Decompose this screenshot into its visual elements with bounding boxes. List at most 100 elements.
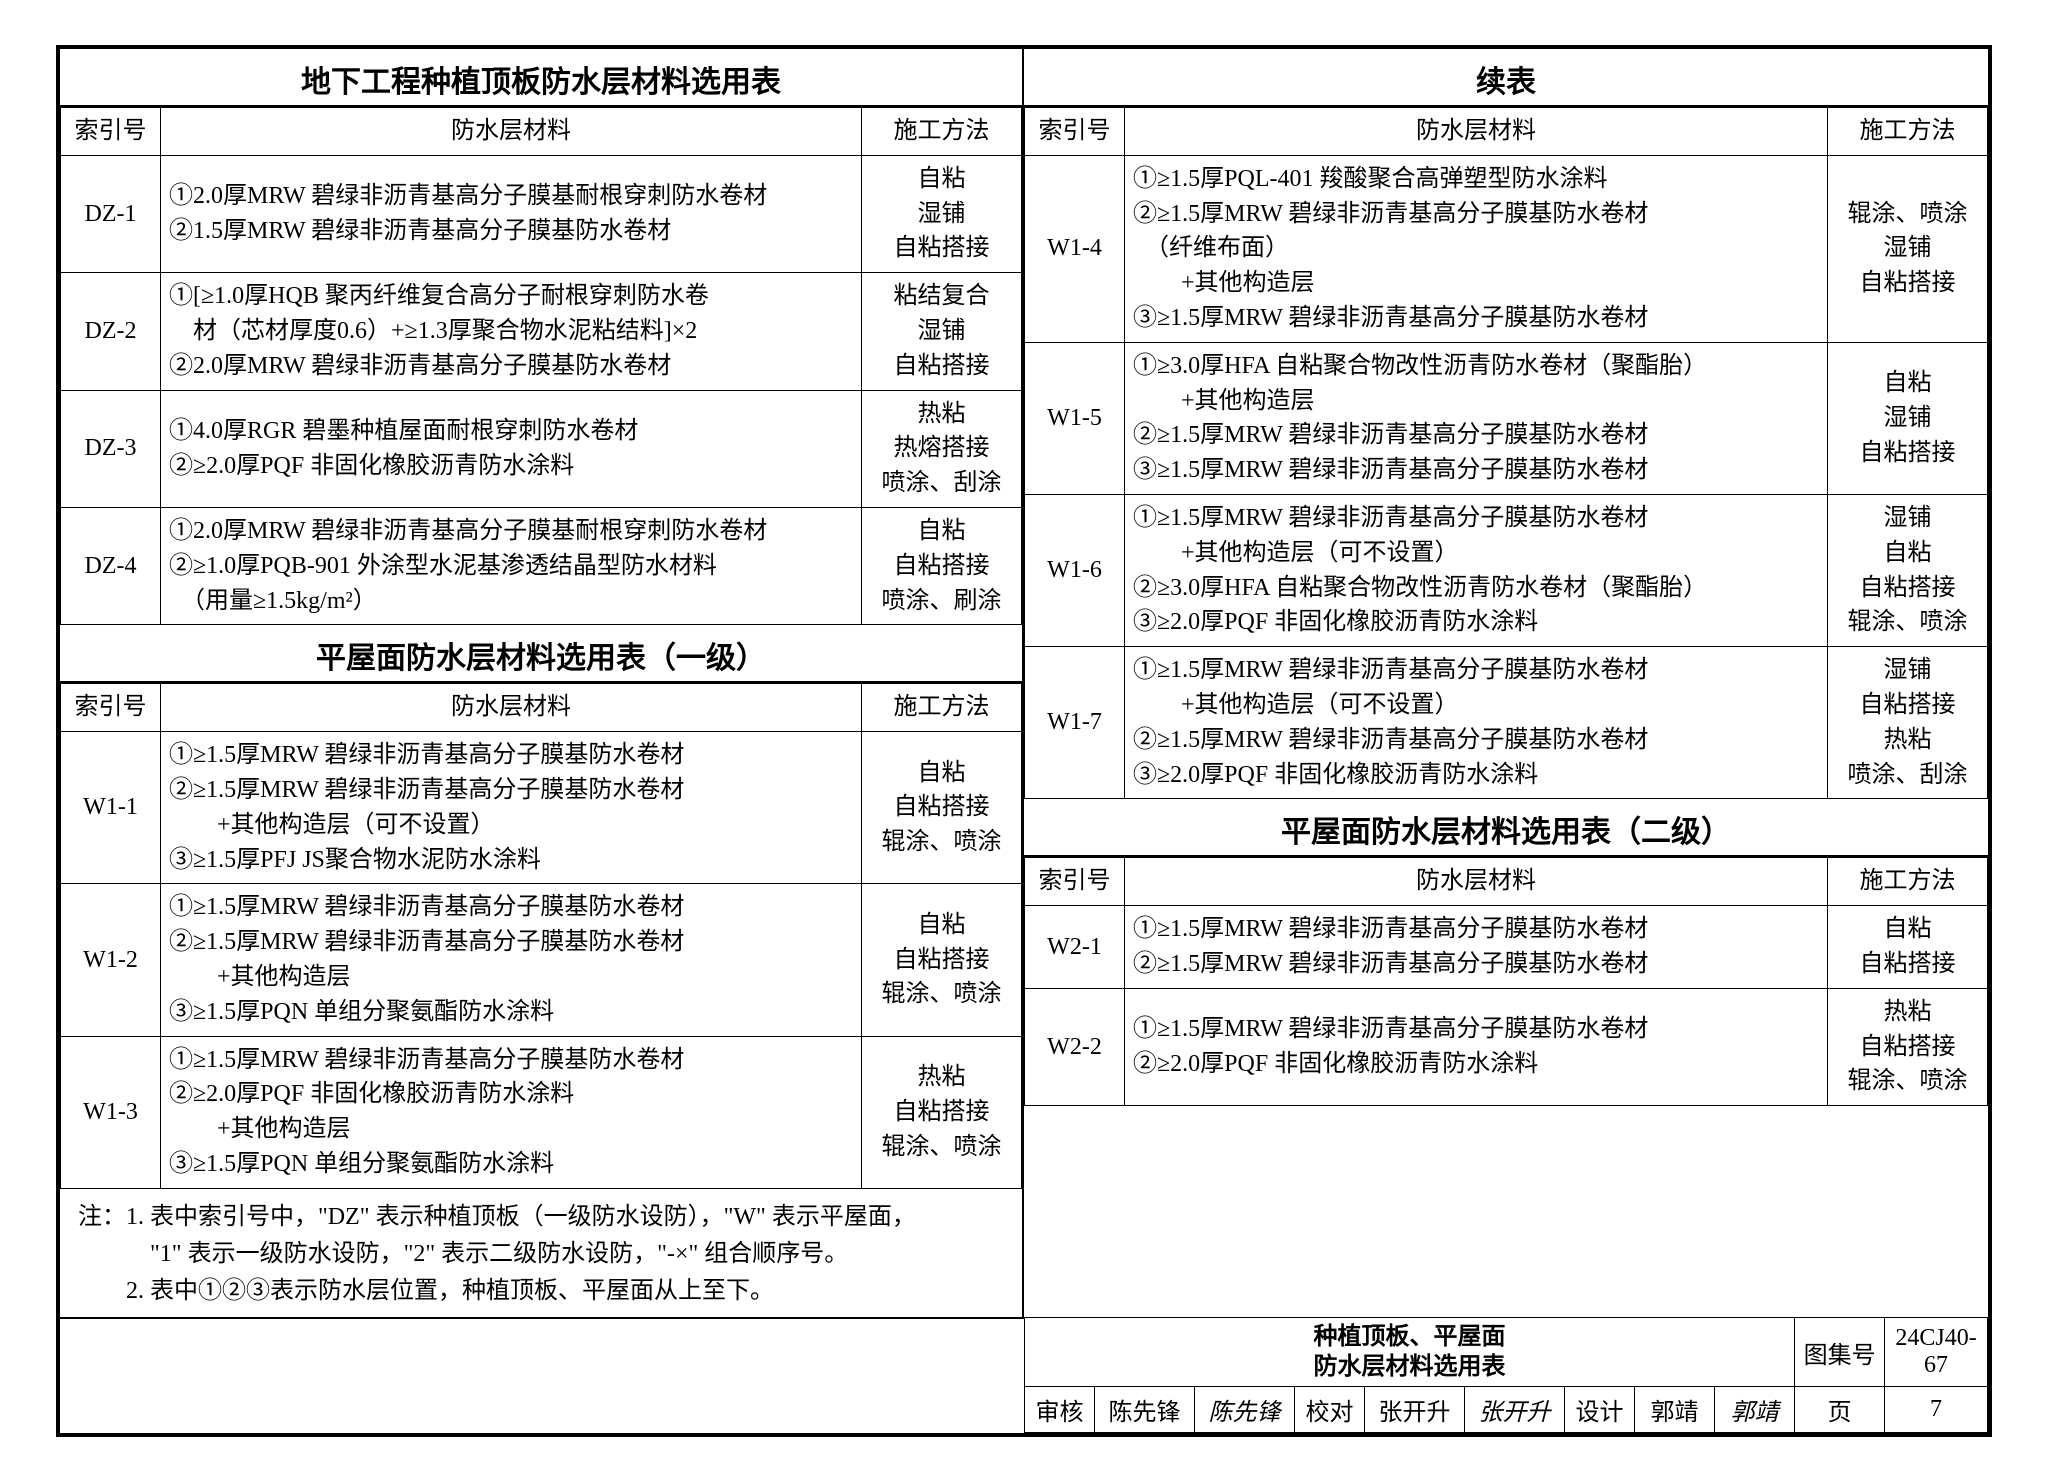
material-line: ②≥3.0厚HFA 自粘聚合物改性沥青防水卷材（聚酯胎） bbox=[1133, 571, 1819, 606]
material-line: ①4.0厚RGR 碧墨种植屋面耐根穿刺防水卷材 bbox=[169, 414, 853, 449]
material-line: +其他构造层 bbox=[169, 1112, 853, 1147]
tb-page-no: 7 bbox=[1885, 1387, 1988, 1433]
material-line: ①≥1.5厚MRW 碧绿非沥青基高分子膜基防水卷材 bbox=[1133, 1012, 1819, 1047]
tb-design-sig: 郭靖 bbox=[1715, 1387, 1795, 1433]
table-row: W2-2①≥1.5厚MRW 碧绿非沥青基高分子膜基防水卷材②≥2.0厚PQF 非… bbox=[1025, 988, 1988, 1105]
table-w1a: 索引号 防水层材料 施工方法 W1-1①≥1.5厚MRW 碧绿非沥青基高分子膜基… bbox=[60, 683, 1022, 1188]
titleblock: 种植顶板、平屋面 防水层材料选用表 图集号 24CJ40-67 审核 陈先锋 陈… bbox=[1024, 1317, 1988, 1433]
material-line: +其他构造层 bbox=[1133, 384, 1819, 419]
tb-atlas-label: 图集号 bbox=[1795, 1318, 1885, 1387]
table-row: DZ-4①2.0厚MRW 碧绿非沥青基高分子膜基耐根穿刺防水卷材②≥1.0厚PQ… bbox=[61, 507, 1022, 624]
th-mat: 防水层材料 bbox=[1125, 108, 1828, 156]
left-column: 地下工程种植顶板防水层材料选用表 索引号 防水层材料 施工方法 DZ-1①2.0… bbox=[60, 49, 1024, 1317]
cell-method: 粘结复合湿铺自粘搭接 bbox=[862, 273, 1022, 390]
tbody-cont: W1-4①≥1.5厚PQL-401 羧酸聚合高弹塑型防水涂料②≥1.5厚MRW … bbox=[1025, 155, 1988, 799]
table-row: W1-7①≥1.5厚MRW 碧绿非沥青基高分子膜基防水卷材 +其他构造层（可不设… bbox=[1025, 647, 1988, 799]
table-row: W1-1①≥1.5厚MRW 碧绿非沥青基高分子膜基防水卷材②≥1.5厚MRW 碧… bbox=[61, 732, 1022, 884]
tb-title: 种植顶板、平屋面 防水层材料选用表 bbox=[1025, 1318, 1795, 1387]
material-line: ②1.5厚MRW 碧绿非沥青基高分子膜基防水卷材 bbox=[169, 214, 853, 249]
table-row: W1-2①≥1.5厚MRW 碧绿非沥青基高分子膜基防水卷材②≥1.5厚MRW 碧… bbox=[61, 884, 1022, 1036]
th-idx: 索引号 bbox=[1025, 108, 1125, 156]
note-line: 2. 表中①②③表示防水层位置，种植顶板、平屋面从上至下。 bbox=[78, 1273, 1004, 1310]
cell-idx: W1-3 bbox=[61, 1036, 161, 1188]
cell-method: 自粘自粘搭接 bbox=[1828, 906, 1988, 989]
tb-title-l1: 种植顶板、平屋面 bbox=[1314, 1324, 1506, 1350]
cell-method: 热粘自粘搭接辊涂、喷涂 bbox=[1828, 988, 1988, 1105]
cell-material: ①≥1.5厚MRW 碧绿非沥青基高分子膜基防水卷材 +其他构造层（可不设置）②≥… bbox=[1125, 494, 1828, 646]
cell-method: 热粘自粘搭接辊涂、喷涂 bbox=[862, 1036, 1022, 1188]
material-line: ②≥1.5厚MRW 碧绿非沥青基高分子膜基防水卷材 bbox=[1133, 418, 1819, 453]
material-line: ③≥1.5厚PQN 单组分聚氨酯防水涂料 bbox=[169, 1147, 853, 1182]
tb-review-name: 陈先锋 bbox=[1095, 1387, 1195, 1433]
material-line: +其他构造层（可不设置） bbox=[169, 808, 853, 843]
tb-design-name: 郭靖 bbox=[1635, 1387, 1715, 1433]
titleblock-row: 种植顶板、平屋面 防水层材料选用表 图集号 24CJ40-67 审核 陈先锋 陈… bbox=[60, 1317, 1988, 1433]
cell-material: ①≥3.0厚HFA 自粘聚合物改性沥青防水卷材（聚酯胎） +其他构造层②≥1.5… bbox=[1125, 342, 1828, 494]
material-line: （用量≥1.5kg/m²） bbox=[169, 584, 853, 619]
table-dz: 索引号 防水层材料 施工方法 DZ-1①2.0厚MRW 碧绿非沥青基高分子膜基耐… bbox=[60, 107, 1022, 625]
material-line: （纤维布面） bbox=[1133, 231, 1819, 266]
tb-check-sig: 张开升 bbox=[1465, 1387, 1565, 1433]
cell-idx: W1-7 bbox=[1025, 647, 1125, 799]
material-line: ①≥1.5厚MRW 碧绿非沥青基高分子膜基防水卷材 bbox=[169, 738, 853, 773]
tb-review-label: 审核 bbox=[1025, 1387, 1095, 1433]
material-line: ③≥1.5厚MRW 碧绿非沥青基高分子膜基防水卷材 bbox=[1133, 453, 1819, 488]
th-idx: 索引号 bbox=[61, 108, 161, 156]
th-mat: 防水层材料 bbox=[161, 684, 862, 732]
material-line: ②≥2.0厚PQF 非固化橡胶沥青防水涂料 bbox=[169, 449, 853, 484]
material-line: +其他构造层 bbox=[1133, 266, 1819, 301]
material-line: ③≥2.0厚PQF 非固化橡胶沥青防水涂料 bbox=[1133, 758, 1819, 793]
titleblock-spacer bbox=[60, 1317, 1024, 1433]
material-line: ③≥1.5厚PQN 单组分聚氨酯防水涂料 bbox=[169, 995, 853, 1030]
material-line: ③≥1.5厚PFJ JS聚合物水泥防水涂料 bbox=[169, 843, 853, 878]
material-line: 材（芯材厚度0.6）+≥1.3厚聚合物水泥粘结料]×2 bbox=[169, 314, 853, 349]
cell-idx: W1-2 bbox=[61, 884, 161, 1036]
tbody-w2: W2-1①≥1.5厚MRW 碧绿非沥青基高分子膜基防水卷材②≥1.5厚MRW 碧… bbox=[1025, 906, 1988, 1106]
cell-method: 自粘自粘搭接辊涂、喷涂 bbox=[862, 732, 1022, 884]
material-line: ③≥1.5厚MRW 碧绿非沥青基高分子膜基防水卷材 bbox=[1133, 301, 1819, 336]
cell-idx: DZ-3 bbox=[61, 390, 161, 507]
cell-idx: W1-4 bbox=[1025, 155, 1125, 342]
note-line: "1" 表示一级防水设防，"2" 表示二级防水设防，"-×" 组合顺序号。 bbox=[78, 1236, 1004, 1273]
cell-material: ①≥1.5厚MRW 碧绿非沥青基高分子膜基防水卷材②≥1.5厚MRW 碧绿非沥青… bbox=[161, 732, 862, 884]
material-line: ①≥1.5厚MRW 碧绿非沥青基高分子膜基防水卷材 bbox=[1133, 653, 1819, 688]
th-idx: 索引号 bbox=[1025, 858, 1125, 906]
material-line: ②≥1.0厚PQB-901 外涂型水泥基渗透结晶型防水材料 bbox=[169, 549, 853, 584]
cell-idx: W2-1 bbox=[1025, 906, 1125, 989]
section-title-w2: 平屋面防水层材料选用表（二级） bbox=[1024, 799, 1988, 857]
material-line: ②≥2.0厚PQF 非固化橡胶沥青防水涂料 bbox=[169, 1077, 853, 1112]
cell-material: ①2.0厚MRW 碧绿非沥青基高分子膜基耐根穿刺防水卷材②1.5厚MRW 碧绿非… bbox=[161, 155, 862, 272]
material-line: ①≥1.5厚MRW 碧绿非沥青基高分子膜基防水卷材 bbox=[169, 890, 853, 925]
th-meth: 施工方法 bbox=[1828, 858, 1988, 906]
cell-method: 自粘自粘搭接喷涂、刷涂 bbox=[862, 507, 1022, 624]
cell-material: ①2.0厚MRW 碧绿非沥青基高分子膜基耐根穿刺防水卷材②≥1.0厚PQB-90… bbox=[161, 507, 862, 624]
material-line: ①2.0厚MRW 碧绿非沥青基高分子膜基耐根穿刺防水卷材 bbox=[169, 514, 853, 549]
tbody-w1a: W1-1①≥1.5厚MRW 碧绿非沥青基高分子膜基防水卷材②≥1.5厚MRW 碧… bbox=[61, 732, 1022, 1189]
cell-material: ①≥1.5厚MRW 碧绿非沥青基高分子膜基防水卷材②≥2.0厚PQF 非固化橡胶… bbox=[1125, 988, 1828, 1105]
notes-block: 注：1. 表中索引号中，"DZ" 表示种植顶板（一级防水设防），"W" 表示平屋… bbox=[60, 1189, 1022, 1317]
material-line: ②≥2.0厚PQF 非固化橡胶沥青防水涂料 bbox=[1133, 1047, 1819, 1082]
material-line: ①2.0厚MRW 碧绿非沥青基高分子膜基耐根穿刺防水卷材 bbox=[169, 179, 853, 214]
tb-atlas-no: 24CJ40-67 bbox=[1885, 1318, 1988, 1387]
material-line: ①≥1.5厚MRW 碧绿非沥青基高分子膜基防水卷材 bbox=[1133, 912, 1819, 947]
table-row: W2-1①≥1.5厚MRW 碧绿非沥青基高分子膜基防水卷材②≥1.5厚MRW 碧… bbox=[1025, 906, 1988, 989]
section-title-cont: 续表 bbox=[1024, 49, 1988, 107]
cell-idx: DZ-2 bbox=[61, 273, 161, 390]
th-mat: 防水层材料 bbox=[161, 108, 862, 156]
note-line: 注：1. 表中索引号中，"DZ" 表示种植顶板（一级防水设防），"W" 表示平屋… bbox=[78, 1199, 1004, 1236]
cell-idx: W1-1 bbox=[61, 732, 161, 884]
cell-method: 湿铺自粘搭接热粘喷涂、刮涂 bbox=[1828, 647, 1988, 799]
material-line: ①≥1.5厚PQL-401 羧酸聚合高弹塑型防水涂料 bbox=[1133, 162, 1819, 197]
cell-material: ①≥1.5厚PQL-401 羧酸聚合高弹塑型防水涂料②≥1.5厚MRW 碧绿非沥… bbox=[1125, 155, 1828, 342]
tb-page-label: 页 bbox=[1795, 1387, 1885, 1433]
cell-material: ①4.0厚RGR 碧墨种植屋面耐根穿刺防水卷材②≥2.0厚PQF 非固化橡胶沥青… bbox=[161, 390, 862, 507]
material-line: ②≥1.5厚MRW 碧绿非沥青基高分子膜基防水卷材 bbox=[1133, 947, 1819, 982]
th-meth: 施工方法 bbox=[862, 108, 1022, 156]
section-title-w1a: 平屋面防水层材料选用表（一级） bbox=[60, 625, 1022, 683]
table-row: W1-6①≥1.5厚MRW 碧绿非沥青基高分子膜基防水卷材 +其他构造层（可不设… bbox=[1025, 494, 1988, 646]
material-line: +其他构造层（可不设置） bbox=[1133, 688, 1819, 723]
th-meth: 施工方法 bbox=[1828, 108, 1988, 156]
material-line: ③≥2.0厚PQF 非固化橡胶沥青防水涂料 bbox=[1133, 605, 1819, 640]
cell-idx: W1-6 bbox=[1025, 494, 1125, 646]
table-cont: 索引号 防水层材料 施工方法 W1-4①≥1.5厚PQL-401 羧酸聚合高弹塑… bbox=[1024, 107, 1988, 799]
